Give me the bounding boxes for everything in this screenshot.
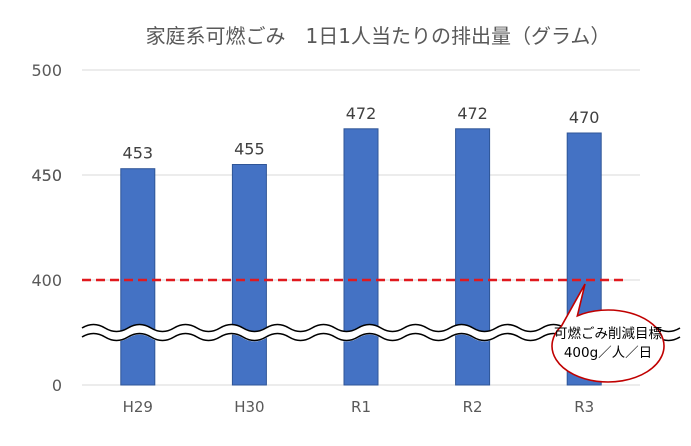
callout-line-1: 可燃ごみ削減目標 [554,325,662,342]
data-labels: 453 455 472 472 470 [123,104,600,163]
callout-line-2: 400g／人／日 [564,345,652,361]
data-label-H29: 453 [123,144,154,163]
category-label-H29: H29 [123,398,153,416]
bar-H30 [231,164,267,386]
bars [120,128,602,386]
data-label-R1: 472 [346,104,377,123]
target-callout: 可燃ごみ削減目標 400g／人／日 [551,283,665,383]
y-tick-label: 400 [31,271,62,290]
category-label-R3: R3 [574,398,594,416]
x-axis-categories: H29 H30 R1 R2 R3 [123,398,595,416]
bar-R2 [455,128,491,386]
data-label-R3: 470 [569,108,600,127]
data-label-R2: 472 [457,104,488,123]
data-label-H30: 455 [234,140,265,159]
y-tick-label: 450 [31,166,62,185]
bar-R1 [343,128,379,386]
y-tick-label: 500 [31,61,62,80]
category-label-H30: H30 [234,398,264,416]
category-label-R2: R2 [463,398,483,416]
y-tick-label: 450 [31,166,62,185]
chart-title: 家庭系可燃ごみ 1日1人当たりの排出量（グラム） [146,24,611,48]
callout-bubble [551,283,665,383]
category-label-R1: R1 [351,398,371,416]
bar-H29 [120,168,156,386]
y-tick-label: 0 [52,376,62,395]
